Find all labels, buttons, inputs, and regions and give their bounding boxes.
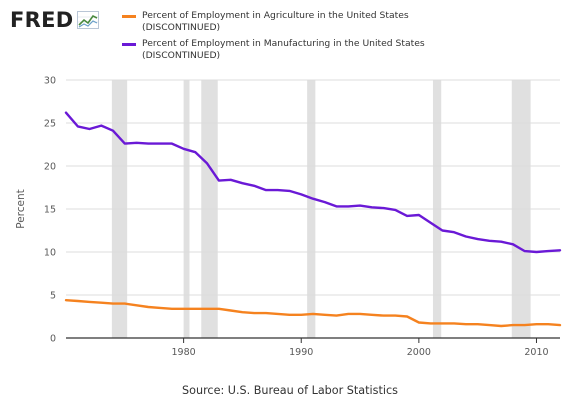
source-note: Source: U.S. Bureau of Labor Statistics [182, 384, 398, 397]
y-tick-label-5: 5 [50, 291, 56, 302]
legend-item-manufacturing[interactable]: Percent of Employment in Manufacturing i… [122, 38, 472, 62]
chart-header: FRED Percent of Employment in Agricultur… [0, 0, 580, 72]
legend-swatch-agriculture [122, 15, 136, 18]
legend-label-agriculture: Percent of Employment in Agriculture in … [142, 10, 409, 33]
y-tick-label-20: 20 [44, 162, 56, 173]
series-line-agriculture [64, 299, 562, 328]
series-lines [64, 111, 562, 328]
x-tick-label-1990: 1990 [289, 347, 313, 358]
y-axis-title: Percent [15, 189, 27, 229]
x-tick-label-2000: 2000 [407, 347, 431, 358]
y-tick-label-0: 0 [50, 334, 56, 345]
gridlines [66, 79, 560, 339]
series-line-manufacturing [64, 111, 562, 254]
y-tick-label-30: 30 [44, 76, 56, 87]
fred-chart-icon [76, 11, 99, 29]
y-tick-label-15: 15 [44, 205, 56, 216]
x-tick-label-1980: 1980 [172, 347, 196, 358]
fred-logo-text: FRED [10, 8, 74, 32]
y-axis-ticks: 0 5 10 15 20 25 30 [44, 76, 56, 345]
y-tick-label-25: 25 [44, 119, 56, 130]
chart-legend: Percent of Employment in Agriculture in … [122, 10, 472, 66]
legend-item-agriculture[interactable]: Percent of Employment in Agriculture in … [122, 10, 472, 34]
y-tick-label-10: 10 [44, 248, 56, 259]
x-tick-label-2010: 2010 [524, 347, 548, 358]
legend-swatch-manufacturing [122, 43, 136, 46]
x-axis-ticks: 1980 1990 2000 2010 [172, 338, 549, 358]
fred-logo[interactable]: FRED [10, 5, 99, 35]
legend-label-manufacturing: Percent of Employment in Manufacturing i… [142, 38, 425, 61]
